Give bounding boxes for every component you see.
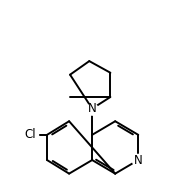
Text: Cl: Cl <box>24 128 36 141</box>
Text: N: N <box>134 153 143 167</box>
Text: N: N <box>88 102 97 115</box>
